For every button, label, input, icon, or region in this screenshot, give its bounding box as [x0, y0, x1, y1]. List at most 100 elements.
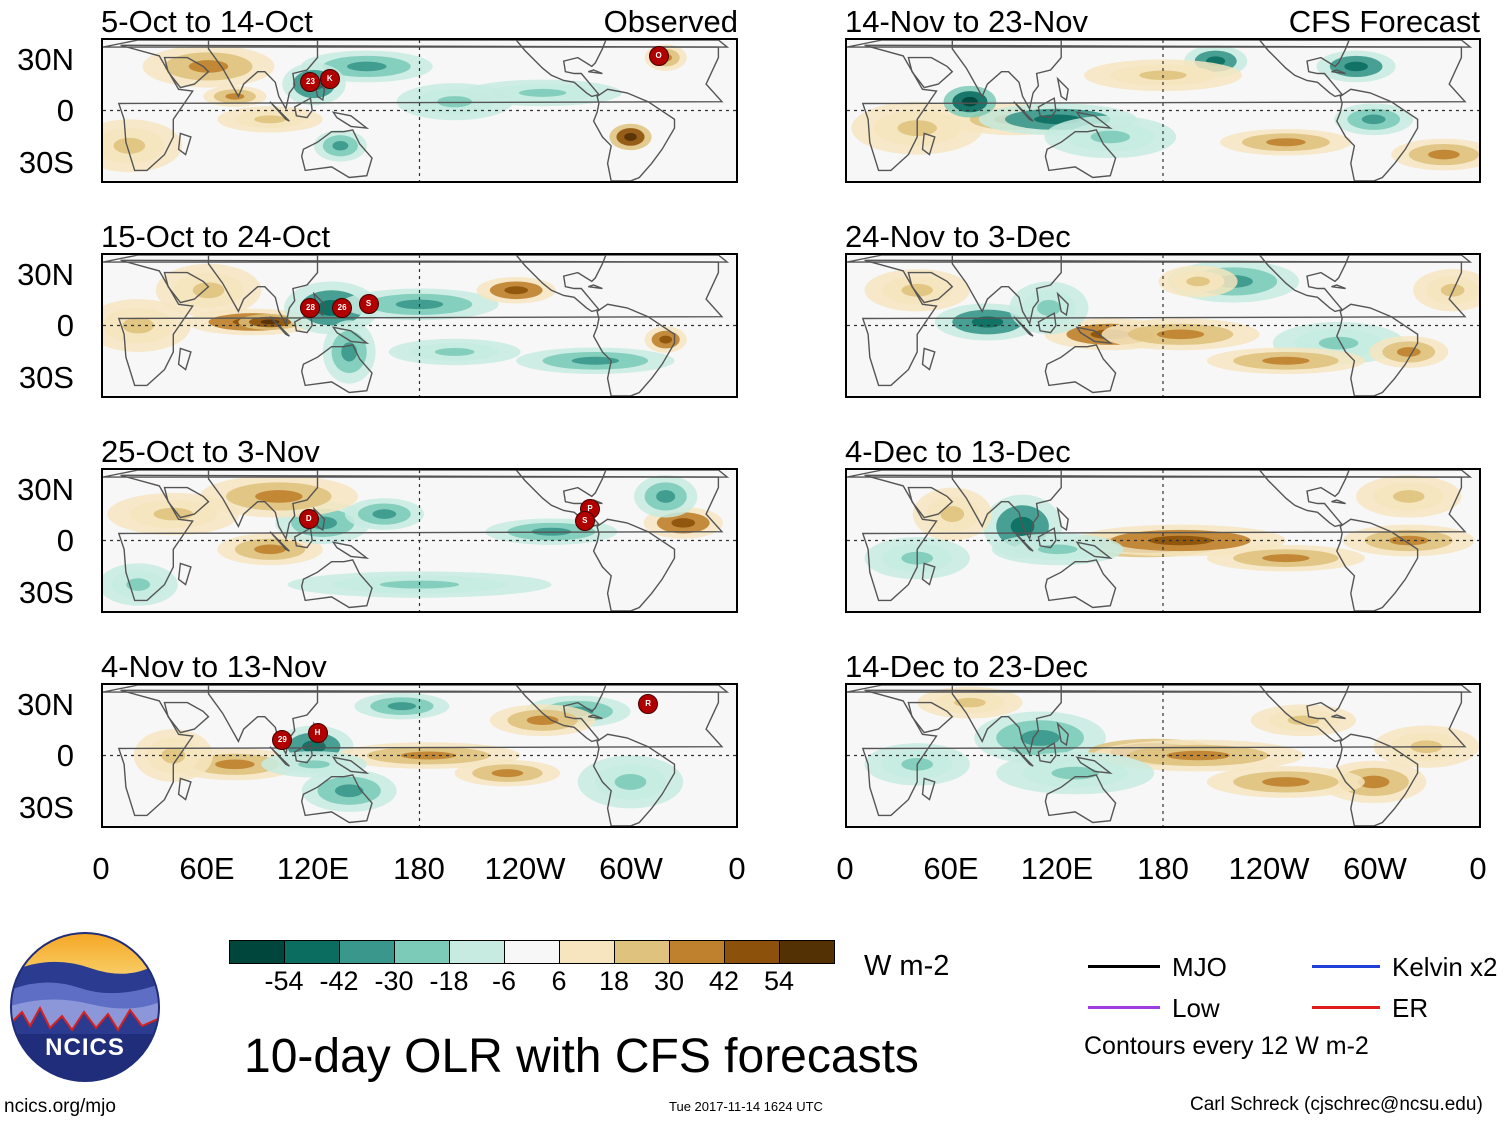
footer-timestamp: Tue 2017-11-14 1624 UTC: [669, 1099, 823, 1114]
lat-label: 30N: [17, 687, 74, 722]
ncics-logo: NCICS: [10, 932, 160, 1082]
colorbar-swatch: [339, 941, 394, 963]
storm-marker: D: [298, 509, 319, 530]
legend-er-label: ER: [1392, 993, 1429, 1023]
storm-marker: H: [307, 722, 328, 743]
lon-label: 0: [1469, 851, 1487, 886]
footer-credit: Carl Schreck (cjschrec@ncsu.edu): [1190, 1094, 1483, 1115]
logo-text: NCICS: [45, 1034, 125, 1061]
colorbar: [229, 940, 835, 964]
lat-label: 30N: [17, 257, 74, 292]
olr-anomaly-map: [847, 40, 1479, 181]
storm-marker: S: [574, 511, 595, 532]
forecast-map-2: [845, 253, 1481, 398]
lat-label: 30S: [18, 145, 74, 180]
colorbar-swatch: [614, 941, 669, 963]
forecast-panel-2-title: 24-Nov to 3-Dec: [845, 219, 1071, 254]
colorbar-swatch: [449, 941, 504, 963]
storm-marker: 29: [272, 729, 293, 750]
colorbar-swatch: [724, 941, 779, 963]
lat-label: 0: [56, 93, 74, 128]
legend-kelvin-line: [1312, 965, 1380, 968]
olr-anomaly-map: [103, 470, 736, 611]
legend-mjo-line: [1088, 965, 1160, 968]
olr-anomaly-map: [103, 40, 736, 181]
footer-url[interactable]: ncics.org/mjo: [4, 1096, 116, 1117]
lon-label: 180: [1137, 851, 1189, 886]
colorbar-swatch: [394, 941, 449, 963]
lat-label: 30N: [17, 42, 74, 77]
lat-label: 0: [56, 738, 74, 773]
colorbar-tick: -30: [374, 966, 414, 996]
lon-label: 60W: [1343, 851, 1407, 886]
lat-label: 0: [56, 523, 74, 558]
forecast-panel-1-title: 14-Nov to 23-Nov: [845, 4, 1088, 39]
page-title: 10-day OLR with CFS forecasts: [244, 1030, 919, 1083]
colorbar-tick: -18: [429, 966, 469, 996]
lat-label: 30S: [18, 575, 74, 610]
lat-label: 30S: [18, 790, 74, 825]
observed-panel-2-title: 15-Oct to 24-Oct: [101, 219, 331, 254]
ncics-logo-icon: [10, 932, 160, 1082]
colorbar-tick: 54: [763, 966, 795, 996]
observed-panel-4-title: 4-Nov to 13-Nov: [101, 649, 327, 684]
olr-anomaly-map: [847, 255, 1479, 396]
storm-marker: 26: [332, 297, 353, 318]
lat-label: 0: [56, 308, 74, 343]
observed-map-4: 29 H R: [101, 683, 738, 828]
lon-label: 120E: [1020, 851, 1094, 886]
olr-anomaly-map: [103, 255, 736, 396]
olr-anomaly-map: [847, 685, 1479, 826]
colorbar-tick: -54: [264, 966, 304, 996]
lon-label: 60W: [599, 851, 663, 886]
lon-label: 120E: [276, 851, 350, 886]
colorbar-tick: -42: [319, 966, 359, 996]
forecast-label: CFS Forecast: [1288, 4, 1480, 39]
forecast-panel-4-title: 14-Dec to 23-Dec: [845, 649, 1088, 684]
colorbar-swatch: [559, 941, 614, 963]
lat-label: 30N: [17, 472, 74, 507]
storm-marker: K: [319, 68, 340, 89]
forecast-map-4: [845, 683, 1481, 828]
colorbar-tick: 6: [551, 966, 567, 996]
lon-label: 60E: [923, 851, 979, 886]
observed-map-2: 28 26 S: [101, 253, 738, 398]
olr-anomaly-map: [847, 470, 1479, 611]
lon-label: 120W: [484, 851, 566, 886]
legend-er-line: [1312, 1006, 1380, 1009]
observed-map-1: 23 K O: [101, 38, 738, 183]
olr-anomaly-map: [103, 685, 736, 826]
lon-label: 120W: [1228, 851, 1310, 886]
storm-marker: S: [358, 294, 379, 315]
colorbar-swatch: [669, 941, 724, 963]
forecast-panel-3-title: 4-Dec to 13-Dec: [845, 434, 1071, 469]
storm-marker: O: [648, 45, 669, 66]
observed-panel-1-title: 5-Oct to 14-Oct: [101, 4, 313, 39]
lon-label: 60E: [179, 851, 235, 886]
colorbar-swatch: [230, 941, 284, 963]
observed-label: Observed: [603, 4, 738, 39]
colorbar-tick: 42: [708, 966, 740, 996]
storm-marker: 28: [300, 297, 321, 318]
lon-label: 0: [728, 851, 746, 886]
colorbar-tick: 18: [598, 966, 630, 996]
colorbar-swatch: [504, 941, 559, 963]
colorbar-swatch: [284, 941, 339, 963]
lon-label: 180: [393, 851, 445, 886]
legend-low-line: [1088, 1006, 1160, 1009]
legend-kelvin-label: Kelvin x2: [1392, 952, 1498, 982]
observed-panel-3-title: 25-Oct to 3-Nov: [101, 434, 320, 469]
legend-mjo-label: MJO: [1172, 952, 1227, 982]
storm-marker: R: [638, 694, 659, 715]
lon-label: 0: [92, 851, 110, 886]
colorbar-units: W m-2: [864, 950, 950, 982]
forecast-map-3: [845, 468, 1481, 613]
storm-marker: 23: [300, 72, 321, 93]
colorbar-swatch: [779, 941, 834, 963]
forecast-map-1: [845, 38, 1481, 183]
colorbar-tick: 30: [653, 966, 685, 996]
lon-label: 0: [836, 851, 854, 886]
contour-note: Contours every 12 W m-2: [1084, 1032, 1369, 1060]
colorbar-tick: -6: [491, 966, 517, 996]
